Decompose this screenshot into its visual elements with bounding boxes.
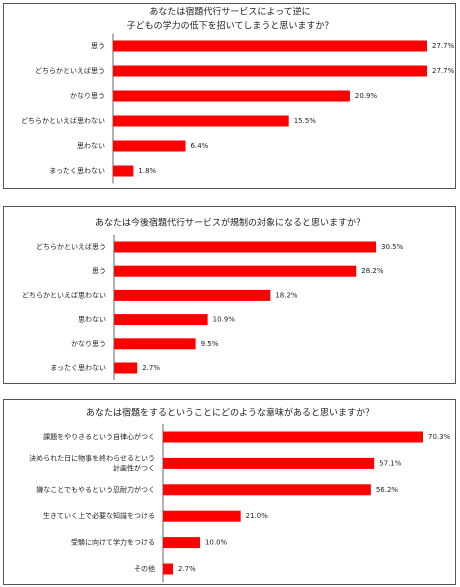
value-label: 20.9% [355,92,378,100]
bar [163,431,423,443]
category-label: どちらかといえば思わない [22,290,106,299]
bar [113,115,289,127]
value-label: 57.1% [379,459,402,467]
bar [163,484,371,496]
value-label: 2.7% [142,364,160,372]
category-label: どちらかといえば思わない [21,116,105,125]
bar [113,40,427,52]
category-label: 思わない [77,142,105,150]
category-label: どちらかといえば思う [36,242,106,251]
value-label: 56.2% [376,486,399,494]
value-label: 70.3% [428,433,451,441]
bar [113,65,427,77]
category-label: かなり思う [71,340,106,348]
category-label: 受験に向けて学力をつける [71,538,155,547]
value-label: 27.7% [432,67,455,75]
value-label: 21.0% [246,512,269,520]
chart-title: あなたは今後宿題代行サービスが規制の対象になると思いますか？ [95,217,365,229]
category-label: かなり思う [70,92,105,100]
bar [114,289,271,301]
bar [114,265,357,277]
value-label: 9.5% [201,340,219,348]
chart-title: 子どもの学力の低下を招いてしまうと思いますか？ [127,20,334,32]
chart-title: あなたは宿題代行サービスによって逆に [149,6,310,18]
category-label: 思わない [78,316,106,324]
value-label: 6.4% [191,142,209,150]
bar [163,457,375,469]
value-label: 10.9% [213,316,236,324]
category-label: 思う [92,267,106,275]
value-label: 10.0% [205,539,228,547]
category-label: 決められた日に物事を終わらせるという [29,453,155,462]
value-label: 28.2% [361,267,384,275]
category-label: まったく思わない [49,167,105,175]
category-label: 生きていく上で必要な知識をつける [43,511,155,520]
category-label: どちらかといえば思う [35,66,105,75]
category-label: 思う [91,42,105,50]
value-label: 1.8% [138,167,156,175]
bar [163,537,200,549]
value-label: 18.2% [275,291,298,299]
bar [113,165,134,177]
bar [114,338,196,350]
bar [163,510,241,522]
value-label: 2.7% [178,565,196,573]
bar [113,90,350,102]
bar [114,241,376,253]
value-label: 15.5% [294,117,317,125]
bar [114,362,138,374]
category-label: 課題をやりきるという自律心がつく [43,432,155,441]
bar [113,140,186,152]
category-label: その他 [134,564,155,573]
category-label: 嫌なことでもやるという忍耐力がつく [36,485,155,494]
value-label: 30.5% [381,243,404,251]
bar [114,314,208,326]
category-label: まったく思わない [50,364,106,372]
value-label: 27.7% [432,42,455,50]
category-label: 計画性がつく [113,463,155,472]
chart-title: あなたは宿題をするということにどのような意味があると思いますか？ [86,407,374,419]
bar [163,563,173,575]
